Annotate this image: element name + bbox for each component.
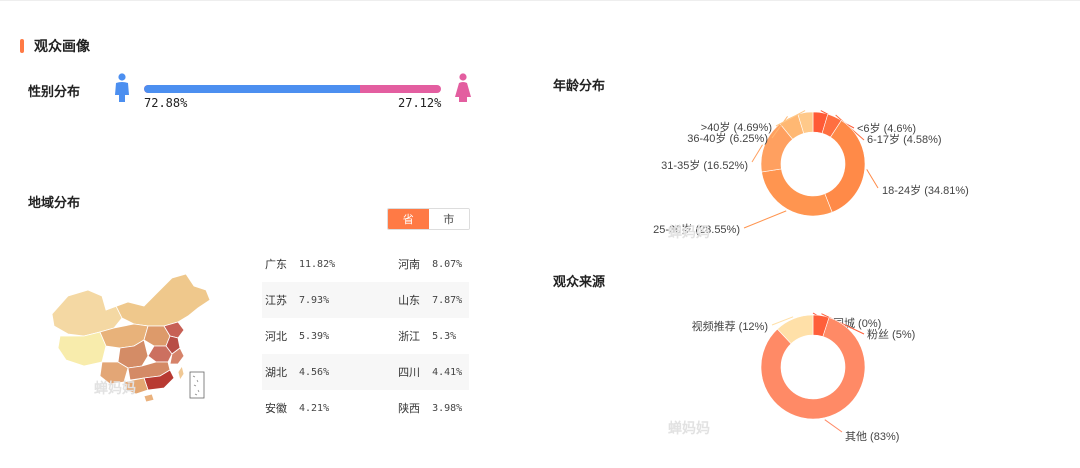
- slice-label: 25-30岁 (28.55%): [653, 222, 740, 236]
- region-name: 陕西: [398, 403, 421, 415]
- slice-label: <6岁 (4.6%): [857, 121, 916, 135]
- region-percent: 4.56%: [299, 366, 330, 378]
- map-region: [143, 393, 155, 403]
- map-region: [105, 273, 211, 327]
- slice-label: 36-40岁 (6.25%): [687, 131, 768, 145]
- region-name: 安徽: [265, 403, 287, 415]
- label-leader-line: [771, 316, 794, 326]
- gender-ratio-bar: [144, 85, 441, 93]
- label-leader-line: [821, 313, 865, 335]
- label-leader-line: [775, 110, 806, 127]
- region-name: 山东: [398, 295, 421, 307]
- map-region: [169, 347, 185, 365]
- region-toggle: 省 市: [387, 208, 470, 230]
- slice-label: 其他 (83%): [845, 430, 899, 443]
- section-header: 观众画像: [20, 36, 90, 56]
- label-leader-line: [751, 144, 763, 163]
- region-percent: 3.98%: [432, 402, 463, 414]
- region-name: 四川: [398, 367, 421, 379]
- region-percent: 4.21%: [299, 402, 330, 414]
- label-leader-line: [866, 169, 879, 189]
- region-percent: 8.07%: [432, 258, 463, 270]
- region-name: 河北: [265, 331, 287, 343]
- south-sea-islands: [192, 375, 200, 396]
- table-row: 河北 5.39% 浙江 5.3%: [262, 318, 469, 354]
- toggle-province-button[interactable]: 省: [388, 209, 429, 229]
- top-divider: [0, 0, 1080, 1]
- region-name: 河南: [398, 259, 421, 271]
- slice-label: 18-24岁 (34.81%): [882, 183, 969, 197]
- gender-label: 性别分布: [28, 84, 81, 99]
- gender-male-percent: 72.88%: [144, 96, 188, 110]
- table-row: 广东 11.82% 河南 8.07%: [262, 246, 469, 282]
- slice-label: 31-35岁 (16.52%): [661, 158, 748, 172]
- region-name: 浙江: [398, 331, 421, 343]
- south-sea-inset: [189, 371, 205, 399]
- age-label: 年龄分布: [553, 78, 606, 93]
- donut-slice: [761, 168, 833, 217]
- map-region: [123, 377, 149, 395]
- male-person-icon: [115, 73, 129, 102]
- label-leader-line: [824, 419, 843, 433]
- region-percent: 11.82%: [299, 258, 336, 270]
- label-leader-line: [771, 116, 788, 139]
- donut-slice: [776, 314, 814, 345]
- table-row: 江苏 7.93% 山东 7.87%: [262, 282, 469, 318]
- slice-label: 视频推荐 (12%): [692, 319, 768, 333]
- watermark-text: 蝉妈妈: [668, 420, 710, 436]
- map-region: [163, 321, 185, 339]
- region-percent: 7.87%: [432, 294, 463, 306]
- region-percent: 5.3%: [432, 330, 457, 342]
- slice-label: 6-17岁 (4.58%): [867, 132, 942, 146]
- donut-slice: [760, 317, 866, 420]
- region-name: 江苏: [265, 295, 287, 307]
- toggle-city-button[interactable]: 市: [428, 209, 469, 229]
- china-map[interactable]: [44, 266, 214, 406]
- table-row: 湖北 4.56% 四川 4.41%: [262, 354, 469, 390]
- section-title: 观众画像: [34, 38, 90, 54]
- region-label: 地域分布: [28, 195, 81, 210]
- region-percent: 4.41%: [432, 366, 463, 378]
- source-label: 观众来源: [553, 274, 606, 289]
- region-percent: 7.93%: [299, 294, 330, 306]
- label-leader-line: [743, 210, 787, 229]
- slice-label: >40岁 (4.69%): [701, 120, 772, 134]
- watermark-text: 蝉妈妈: [94, 380, 136, 396]
- map-region: [57, 331, 107, 367]
- region-table: 广东 11.82% 河南 8.07% 江苏 7.93% 山东 7.87% 河北 5.39%…: [262, 246, 469, 426]
- age-donut-chart: <6岁 (4.6%)6-17岁 (4.58%) 18-24岁 (34.81%) 25…: [653, 110, 969, 236]
- gender-female-percent: 27.12%: [398, 96, 442, 110]
- source-donut-chart: 同城 (0%)粉丝 (5%)其他 (83%)视频推荐 (12%): [692, 312, 915, 443]
- region-name: 湖北: [265, 367, 287, 379]
- donut-slice: [797, 111, 814, 134]
- watermark-text: 蝉妈妈: [668, 224, 710, 240]
- slice-label: 粉丝 (5%): [867, 328, 915, 341]
- map-region: [177, 365, 185, 381]
- region-name: 广东: [265, 259, 287, 271]
- region-percent: 5.39%: [299, 330, 330, 342]
- section-accent-bar: [20, 39, 24, 53]
- table-row: 安徽 4.21% 陕西 3.98%: [262, 390, 469, 426]
- female-person-icon: [455, 73, 471, 102]
- gender-male-fill: [144, 85, 361, 93]
